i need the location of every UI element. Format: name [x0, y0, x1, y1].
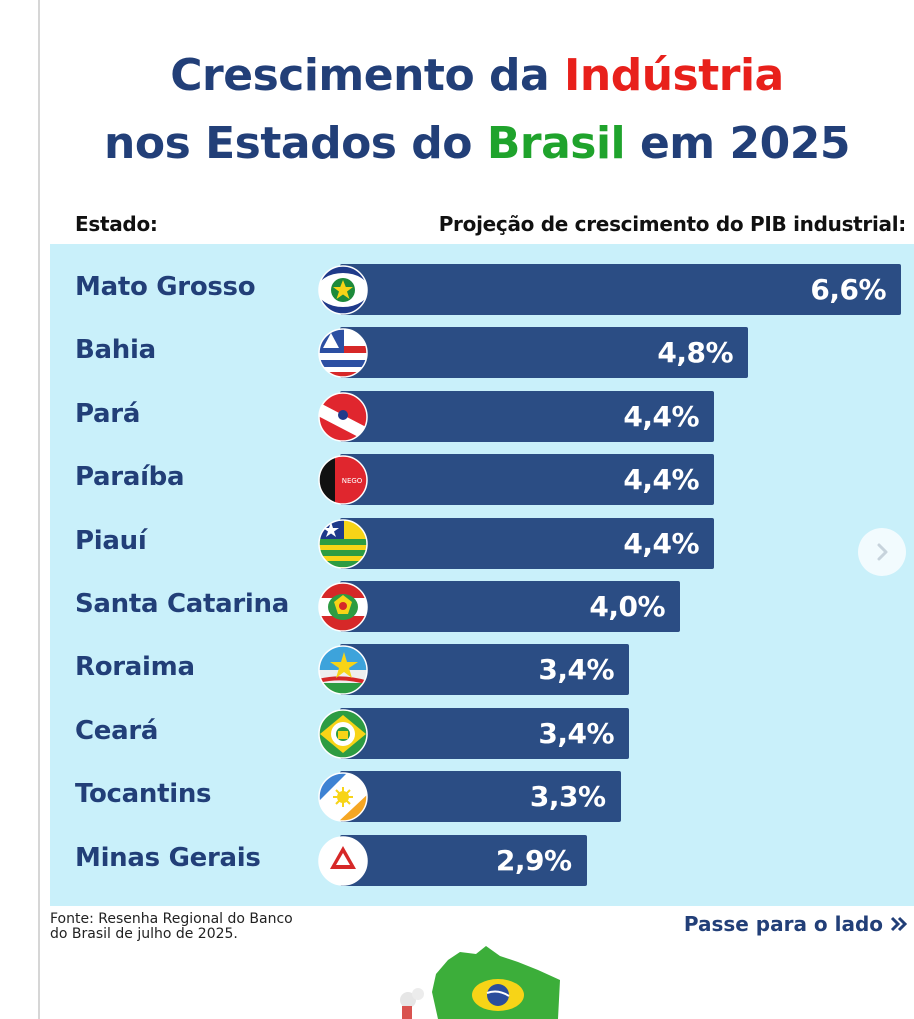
- state-label: Ceará: [75, 715, 159, 746]
- title-text-3: em 2025: [625, 118, 850, 169]
- bar-row: Paraíba 4,4% NEGO: [50, 454, 914, 506]
- ceara-flag-icon: [318, 709, 368, 759]
- bar-value-label: 4,4%: [623, 463, 699, 497]
- mato-grosso-flag-icon: [318, 265, 368, 315]
- para-flag-icon: [318, 392, 368, 442]
- title-text-1: Crescimento da: [170, 50, 565, 101]
- bar: 2,9%: [340, 834, 587, 886]
- smoke-puff: [400, 992, 416, 1008]
- bar-row: Mato Grosso 6,6%: [50, 264, 914, 316]
- state-label: Minas Gerais: [75, 842, 261, 873]
- paraiba-flag-icon: NEGO: [318, 455, 368, 505]
- bahia-flag-icon: [318, 328, 368, 379]
- chart-title-line2: nos Estados do Brasil em 2025: [40, 118, 914, 169]
- source-note: Fonte: Resenha Regional do Banco do Bras…: [50, 912, 293, 942]
- chart-title-line1: Crescimento da Indústria: [40, 50, 914, 101]
- state-label: Roraima: [75, 652, 195, 683]
- title-highlight-brasil: Brasil: [486, 118, 626, 169]
- title-highlight-industria: Indústria: [564, 50, 784, 101]
- flag-globe: [487, 984, 509, 1006]
- source-line-2: do Brasil de julho de 2025.: [50, 926, 238, 942]
- double-chevron-right-icon: [890, 916, 908, 932]
- state-label: Bahia: [75, 335, 156, 366]
- chart-panel: Mato Grosso 6,6% Bahia 4,8% Pará 4,4% Paraíba 4…: [50, 244, 914, 906]
- left-divider: [38, 0, 40, 1019]
- bar-value-label: 6,6%: [810, 273, 886, 306]
- roraima-flag-icon: [318, 645, 368, 696]
- state-label: Paraíba: [75, 462, 185, 493]
- bar-value-label: 3,4%: [538, 716, 614, 750]
- santa-catarina-flag-icon: [318, 582, 368, 632]
- bar: 4,0%: [340, 581, 680, 632]
- bar: 4,4%: [340, 454, 714, 506]
- state-label: Piauí: [75, 525, 147, 556]
- piaui-flag-icon: [318, 518, 368, 569]
- source-line-1: Fonte: Resenha Regional do Banco: [50, 911, 293, 927]
- minas-gerais-flag-icon: [318, 835, 368, 886]
- bar: 4,8%: [340, 327, 748, 379]
- projection-column-header: Projeção de crescimento do PIB industria…: [438, 212, 907, 236]
- bar-row: Tocantins 3,3%: [50, 771, 914, 823]
- bar-value-label: 3,3%: [529, 780, 606, 814]
- bar: 3,4%: [340, 644, 629, 696]
- state-column-header: Estado:: [75, 212, 158, 236]
- chevron-right-icon: [877, 543, 888, 561]
- bar-row: Pará 4,4%: [50, 390, 914, 443]
- swipe-hint[interactable]: Passe para o lado: [684, 912, 908, 936]
- swipe-hint-label: Passe para o lado: [683, 912, 884, 936]
- tocantins-flag-icon: [318, 772, 368, 822]
- bar: 3,3%: [340, 771, 621, 823]
- bar-row: Santa Catarina 4,0%: [50, 581, 914, 633]
- bar: 6,6%: [340, 264, 901, 315]
- factory-chimney: [402, 1006, 412, 1019]
- state-label: Pará: [75, 398, 141, 429]
- bar: 4,4%: [340, 390, 714, 442]
- bar: 3,4%: [340, 707, 629, 759]
- bar-value-label: 4,0%: [589, 590, 665, 623]
- bar-value-label: 4,4%: [623, 399, 699, 433]
- smoke-puff: [412, 988, 424, 1000]
- bar-value-label: 3,4%: [538, 653, 614, 687]
- bar-value-label: 4,8%: [657, 336, 733, 370]
- state-label: Tocantins: [75, 779, 212, 810]
- title-text-2: nos Estados do: [104, 118, 487, 169]
- bar-row: Ceará 3,4%: [50, 707, 914, 760]
- bar: 4,4%: [340, 517, 714, 569]
- brazil-map-illustration: [400, 946, 560, 1019]
- bar-row: Roraima 3,4%: [50, 644, 914, 696]
- bar-row: Minas Gerais 2,9%: [50, 834, 914, 887]
- next-slide-button[interactable]: [858, 528, 906, 576]
- bar-value-label: 2,9%: [495, 843, 572, 877]
- bar-row: Bahia 4,8%: [50, 327, 914, 379]
- state-label: Mato Grosso: [75, 272, 256, 302]
- bar-row: Piauí 4,4%: [50, 517, 914, 570]
- bar-value-label: 4,4%: [623, 526, 699, 560]
- svg-text:NEGO: NEGO: [342, 477, 363, 485]
- state-label: Santa Catarina: [75, 589, 289, 619]
